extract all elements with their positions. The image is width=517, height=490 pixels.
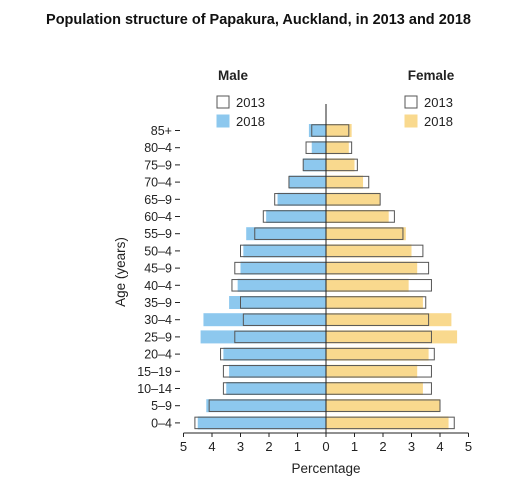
bar-female-2018-5-9 (326, 399, 440, 413)
y-tick-label-5-9: 5–9 (151, 399, 172, 413)
bar-male-2018-25-9 (200, 330, 326, 344)
bar-male-2018-35-9 (229, 296, 326, 309)
bar-female-2018-15-19 (326, 364, 418, 378)
y-tick-label-85-: 85+ (151, 124, 172, 138)
bar-male-2018-5-9 (206, 399, 326, 413)
y-tick-label-0-4: 0–4 (151, 416, 172, 430)
bar-female-2018-55-9 (326, 227, 406, 241)
bar-male-2018-15-19 (229, 364, 326, 378)
bar-male-2018-55-9 (246, 227, 326, 241)
x-axis-label: Percentage (291, 461, 360, 476)
bar-male-2018-85- (308, 124, 326, 137)
bar-female-2018-25-9 (326, 330, 458, 344)
legend-label-female-2018: 2018 (424, 114, 453, 129)
x-tick-label-1: 4 (208, 439, 215, 454)
bar-female-2018-0-4 (326, 416, 449, 430)
y-tick-label-40-4: 40–4 (144, 279, 172, 293)
x-tick-label-9: 4 (436, 439, 443, 454)
x-tick-label-6: 1 (351, 439, 358, 454)
bar-male-2018-70-4 (288, 175, 326, 189)
legend-swatch-female-2018 (404, 114, 418, 128)
bar-male-2018-65-9 (277, 192, 326, 206)
y-tick-label-55-9: 55–9 (144, 227, 172, 241)
bar-female-2018-45-9 (326, 261, 418, 275)
y-tick-label-20-4: 20–4 (144, 348, 172, 362)
male-heading: Male (218, 68, 249, 83)
bar-female-2018-50-4 (326, 244, 412, 258)
bar-female-2018-20-4 (326, 347, 429, 361)
y-tick-label-75-9: 75–9 (144, 158, 172, 172)
bar-female-2018-85- (326, 124, 352, 137)
x-tick-label-10: 5 (465, 439, 472, 454)
bar-female-2018-80-4 (326, 141, 349, 155)
y-tick-label-10-14: 10–14 (137, 382, 172, 396)
x-tick-label-0: 5 (180, 439, 187, 454)
bar-female-2018-70-4 (326, 175, 364, 189)
bar-male-2018-60-4 (266, 210, 326, 223)
x-tick-label-7: 2 (379, 439, 386, 454)
x-tick-label-4: 1 (294, 439, 301, 454)
y-tick-label-15-19: 15–19 (137, 365, 172, 379)
bar-female-2018-30-4 (326, 313, 452, 327)
bar-male-2018-75-9 (303, 158, 326, 172)
bar-male-2018-10-14 (226, 382, 326, 395)
y-tick-label-30-4: 30–4 (144, 313, 172, 327)
bar-male-2018-80-4 (311, 141, 326, 155)
y-tick-label-70-4: 70–4 (144, 176, 172, 190)
legend-swatch-female-2013 (404, 95, 418, 109)
bar-male-2018-50-4 (243, 244, 326, 258)
bar-female-2018-65-9 (326, 192, 381, 206)
bar-male-2018-45-9 (240, 261, 326, 275)
legend-label-female-2013: 2013 (424, 95, 453, 110)
x-tick-label-5: 0 (322, 439, 329, 454)
y-tick-label-25-9: 25–9 (144, 330, 172, 344)
female-heading: Female (408, 68, 455, 83)
y-axis-label: Age (years) (113, 237, 128, 307)
legend-swatch-male-2018 (216, 114, 230, 128)
y-tick-label-35-9: 35–9 (144, 296, 172, 310)
x-tick-label-8: 3 (408, 439, 415, 454)
bar-female-2018-10-14 (326, 382, 423, 395)
bar-female-2018-40-4 (326, 278, 409, 292)
bar-male-2018-30-4 (203, 313, 326, 327)
legend-label-male-2013: 2013 (236, 95, 265, 110)
bar-male-2018-0-4 (197, 416, 326, 430)
legend-label-male-2018: 2018 (236, 114, 265, 129)
y-tick-label-80-4: 80–4 (144, 141, 172, 155)
bar-female-2018-60-4 (326, 210, 389, 223)
bar-female-2018-75-9 (326, 158, 355, 172)
bar-male-2018-40-4 (237, 278, 326, 292)
y-tick-label-65-9: 65–9 (144, 193, 172, 207)
chart-title: Population structure of Papakura, Auckla… (46, 12, 471, 28)
y-tick-label-45-9: 45–9 (144, 262, 172, 276)
x-tick-label-3: 2 (265, 439, 272, 454)
legend-swatch-male-2013 (216, 95, 230, 109)
bar-male-2018-20-4 (223, 347, 326, 361)
y-tick-label-50-4: 50–4 (144, 244, 172, 258)
x-tick-label-2: 3 (237, 439, 244, 454)
y-tick-label-60-4: 60–4 (144, 210, 172, 224)
bar-female-2018-35-9 (326, 296, 423, 309)
